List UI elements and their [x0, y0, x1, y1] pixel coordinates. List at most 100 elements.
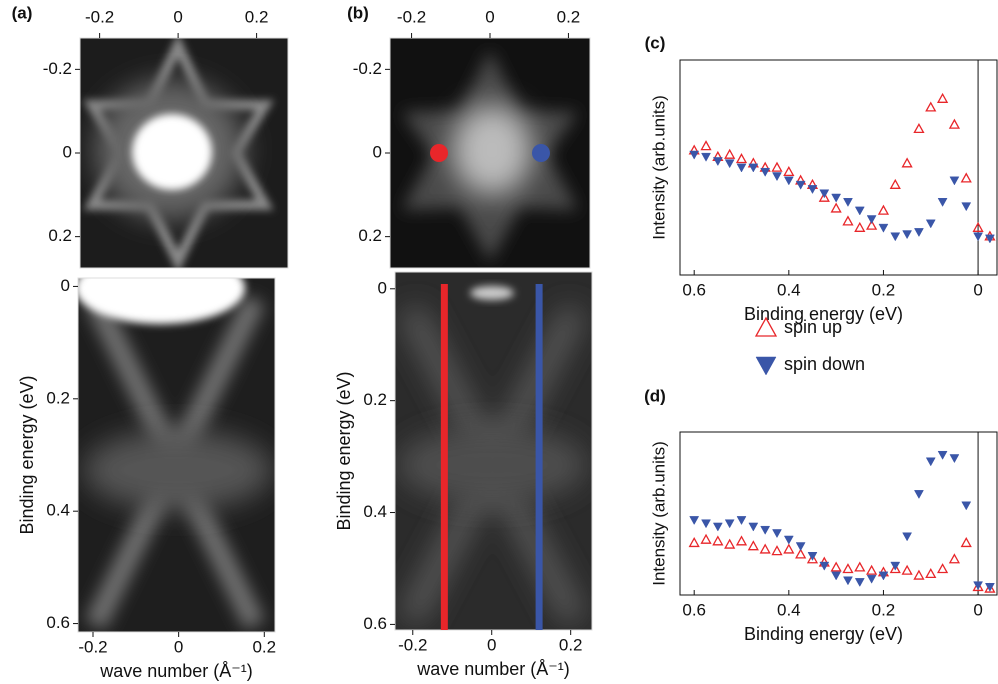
data-point: [854, 561, 866, 572]
arpes-cut-b: [395, 272, 592, 630]
data-point: [760, 525, 771, 535]
y-axis-title: Binding energy (eV): [17, 375, 37, 534]
data-point: [783, 543, 795, 554]
y-tick-label: 0: [378, 278, 387, 297]
data-point: [889, 563, 901, 574]
y-tick-label: 0.6: [363, 614, 387, 633]
x-tick-label: 0.2: [245, 7, 269, 26]
data-point: [700, 533, 712, 544]
data-point: [866, 215, 877, 225]
data-point: [772, 529, 782, 539]
data-point: [795, 180, 806, 190]
plot-frame: [679, 431, 998, 596]
data-point: [689, 516, 700, 526]
y-tick-label: 0.2: [48, 226, 72, 245]
x-tick-label: 0: [485, 7, 494, 26]
data-point: [948, 118, 961, 129]
x-axis-title: Binding energy (eV): [744, 624, 903, 644]
data-point: [948, 553, 961, 564]
data-point: [701, 152, 711, 162]
data-point: [843, 198, 853, 207]
data-point: [866, 564, 878, 575]
x-tick-label: 0.2: [872, 280, 896, 299]
data-point: [842, 215, 854, 226]
y-tick-label: 0.4: [363, 502, 387, 521]
data-point: [973, 232, 983, 242]
data-point: [724, 519, 735, 529]
y-tick-label: 0.2: [46, 388, 70, 407]
x-tick-label: -0.2: [397, 7, 426, 26]
panel-label: (c): [645, 33, 666, 52]
spin-marker: [430, 144, 449, 162]
data-point: [735, 535, 748, 546]
data-point: [783, 176, 794, 186]
data-point: [914, 490, 924, 499]
data-point: [807, 552, 818, 561]
x-tick-label: 0.2: [557, 7, 581, 26]
x-tick-label: -0.2: [78, 637, 107, 656]
x-tick-label: 0.6: [682, 600, 706, 619]
data-point: [902, 230, 913, 240]
data-point: [819, 189, 830, 199]
data-point: [735, 153, 748, 164]
x-tick-label: 0.2: [559, 635, 583, 654]
data-point: [712, 535, 724, 546]
x-axis-title: wave number (Å⁻¹): [416, 659, 570, 679]
data-point: [795, 542, 806, 552]
data-point: [878, 571, 889, 581]
x-tick-label: 0.4: [777, 280, 801, 299]
data-point: [866, 574, 877, 584]
data-point: [830, 202, 842, 213]
data-point: [984, 234, 995, 244]
data-point: [831, 193, 842, 203]
legend-symbol: [755, 356, 777, 376]
data-point: [936, 92, 949, 103]
data-point: [925, 219, 936, 229]
data-point: [842, 563, 854, 574]
data-point: [949, 176, 960, 186]
data-point: [724, 159, 735, 169]
data-point: [949, 454, 960, 464]
y-tick-label: 0.4: [46, 501, 70, 520]
arpes-map-a: [80, 38, 288, 268]
data-point: [724, 538, 736, 549]
data-point: [700, 140, 712, 151]
x-tick-label: 0: [973, 280, 982, 299]
x-tick-label: 0: [174, 637, 183, 656]
data-point: [890, 232, 901, 242]
data-point: [807, 185, 818, 195]
x-tick-label: 0.6: [682, 280, 706, 299]
data-point: [925, 101, 937, 112]
data-point: [783, 165, 795, 177]
data-point: [818, 191, 830, 202]
data-point: [854, 221, 866, 232]
image-frame: [394, 271, 593, 631]
data-point: [961, 202, 972, 212]
data-point: [771, 545, 783, 556]
legend-label: spin up: [784, 317, 842, 337]
data-point: [925, 457, 936, 467]
data-point: [771, 161, 783, 172]
data-point: [712, 522, 723, 532]
x-tick-label: 0.4: [777, 600, 801, 619]
x-tick-label: 0.2: [252, 637, 276, 656]
data-point: [889, 178, 901, 189]
y-tick-label: 0: [61, 276, 70, 295]
x-tick-label: 0: [487, 635, 496, 654]
arpes-map-b: [390, 38, 590, 268]
data-point: [748, 522, 759, 532]
data-point: [736, 163, 747, 173]
data-point: [830, 561, 842, 572]
data-point: [747, 540, 759, 551]
data-point: [890, 561, 901, 571]
panel-label: (b): [347, 3, 369, 22]
data-point: [854, 578, 865, 587]
data-point: [806, 553, 819, 564]
chart-layer: -0.2 0 0.2 -0.2 0 0.2 (a) -0.2 0 0.2 0 0.2 0.4 0.6 wav…: [12, 3, 998, 681]
x-tick-label: -0.2: [85, 7, 114, 26]
data-point: [901, 157, 913, 168]
data-point: [854, 206, 865, 216]
data-point: [877, 204, 890, 215]
data-point: [914, 228, 924, 238]
legend-symbol: [754, 316, 778, 337]
